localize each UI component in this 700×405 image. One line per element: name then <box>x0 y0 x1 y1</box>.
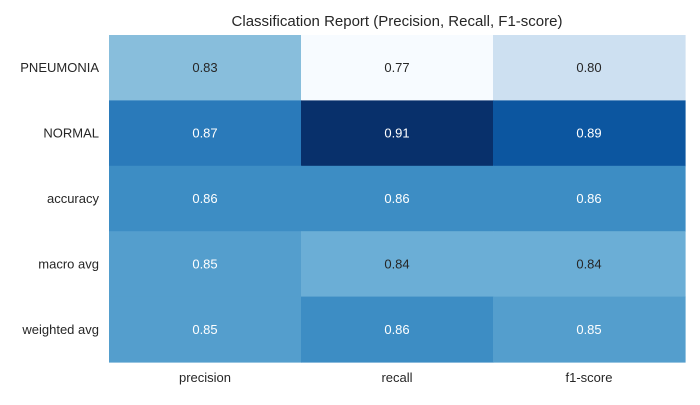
row-tick-label: PNEUMONIA <box>20 60 99 75</box>
heatmap-cell-value-label: 0.84 <box>576 256 601 271</box>
heatmap-cell <box>493 35 686 101</box>
chart-title: Classification Report (Precision, Recall… <box>232 13 563 30</box>
heatmap-cell <box>109 296 302 363</box>
heatmap-cell-value-label: 0.86 <box>192 191 217 206</box>
heatmap-cell <box>109 100 302 167</box>
heatmap-cell <box>301 165 494 232</box>
row-tick-label: accuracy <box>47 191 100 206</box>
column-tick-label: f1-score <box>566 370 613 385</box>
heatmap-cell-value-label: 0.86 <box>384 191 409 206</box>
heatmap-cell-value-label: 0.85 <box>576 322 601 337</box>
heatmap-cell-value-label: 0.83 <box>192 60 217 75</box>
heatmap-cell-value-label: 0.84 <box>384 256 409 271</box>
column-tick-labels: precision recall f1-score <box>179 370 613 385</box>
heatmap-cell <box>493 231 686 298</box>
heatmap-cell-value-label: 0.77 <box>384 60 409 75</box>
heatmap-cell <box>109 35 302 101</box>
row-tick-label: macro avg <box>38 256 99 271</box>
heatmap-cell <box>301 35 494 101</box>
heatmap-cell-value-label: 0.86 <box>576 191 601 206</box>
heatmap-cell-value-label: 0.87 <box>192 126 217 141</box>
heatmap-cell-labels: 0.83 0.77 0.80 0.87 0.91 0.89 0.86 0.86 0.86 0.85… <box>192 60 601 337</box>
heatmap-cell <box>493 100 686 167</box>
heatmap-cell-value-label: 0.80 <box>576 60 601 75</box>
row-tick-label: NORMAL <box>43 126 99 141</box>
heatmap-cells <box>109 35 686 363</box>
heatmap-cell <box>301 231 494 298</box>
column-tick-label: precision <box>179 370 231 385</box>
heatmap-cell <box>493 165 686 232</box>
heatmap-cell-value-label: 0.91 <box>384 126 409 141</box>
column-tick-label: recall <box>381 370 412 385</box>
heatmap-cell <box>493 296 686 363</box>
heatmap-cell-value-label: 0.89 <box>576 126 601 141</box>
heatmap-cell-value-label: 0.85 <box>192 322 217 337</box>
heatmap-cell <box>301 296 494 363</box>
row-tick-label: weighted avg <box>21 322 99 337</box>
heatmap-cell <box>109 231 302 298</box>
heatmap-cell <box>301 100 494 167</box>
heatmap-cell <box>109 165 302 232</box>
heatmap-cell-value-label: 0.85 <box>192 256 217 271</box>
row-tick-labels: PNEUMONIA NORMAL accuracy macro avg weighted… <box>20 60 99 337</box>
heatmap-cell-value-label: 0.86 <box>384 322 409 337</box>
